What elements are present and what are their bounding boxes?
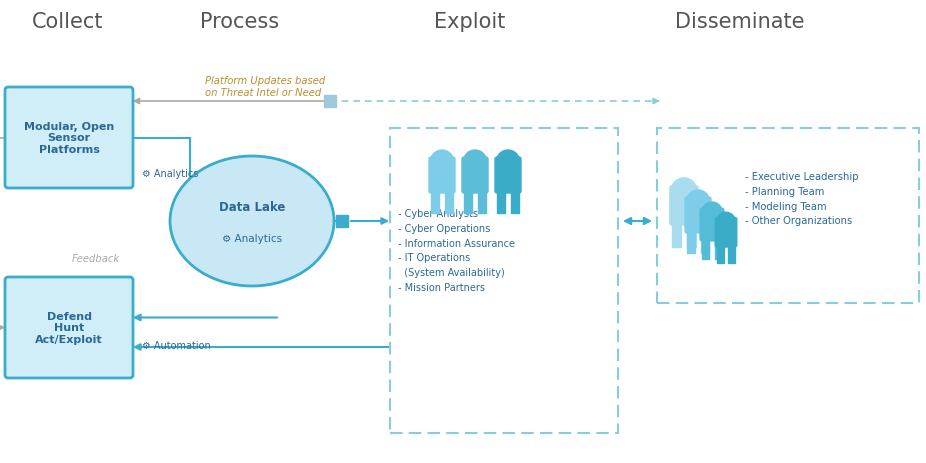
Ellipse shape xyxy=(170,156,334,287)
Text: - Executive Leadership
- Planning Team
- Modeling Team
- Other Organizations: - Executive Leadership - Planning Team -… xyxy=(745,172,858,226)
Text: Feedback: Feedback xyxy=(72,253,120,263)
Text: Platform Updates based
on Threat Intel or Need: Platform Updates based on Threat Intel o… xyxy=(205,76,325,97)
FancyBboxPatch shape xyxy=(429,158,455,194)
Bar xyxy=(687,232,695,253)
FancyBboxPatch shape xyxy=(669,187,698,225)
Bar xyxy=(702,239,709,259)
Circle shape xyxy=(717,213,735,231)
Bar xyxy=(324,96,336,108)
Text: Exploit: Exploit xyxy=(434,12,506,32)
Bar xyxy=(715,239,722,259)
Text: Defend
Hunt
Act/Exploit: Defend Hunt Act/Exploit xyxy=(35,311,103,344)
FancyBboxPatch shape xyxy=(5,277,133,378)
Text: Modular, Open
Sensor
Platforms: Modular, Open Sensor Platforms xyxy=(24,122,114,155)
Circle shape xyxy=(702,203,722,223)
Bar xyxy=(431,192,439,213)
Text: Collect: Collect xyxy=(32,12,104,32)
Circle shape xyxy=(496,150,519,174)
Text: - Cyber Analysts
- Cyber Operations
- Information Assurance
- IT Operations
  (S: - Cyber Analysts - Cyber Operations - In… xyxy=(398,208,515,292)
Text: Disseminate: Disseminate xyxy=(675,12,805,32)
Bar xyxy=(687,224,696,248)
Bar xyxy=(497,192,505,213)
Text: ⚙ Automation: ⚙ Automation xyxy=(142,340,211,350)
Bar xyxy=(657,129,919,303)
FancyBboxPatch shape xyxy=(685,198,711,233)
Text: ⚙ Analytics: ⚙ Analytics xyxy=(142,169,198,179)
Bar xyxy=(511,192,519,213)
Bar xyxy=(729,245,735,263)
Circle shape xyxy=(671,179,696,204)
Bar xyxy=(701,232,709,253)
Circle shape xyxy=(464,150,486,174)
FancyBboxPatch shape xyxy=(462,158,488,194)
Bar xyxy=(672,224,681,248)
Bar xyxy=(478,192,486,213)
Text: ⚙ Analytics: ⚙ Analytics xyxy=(222,233,282,244)
Circle shape xyxy=(686,191,709,213)
FancyBboxPatch shape xyxy=(715,218,737,247)
FancyBboxPatch shape xyxy=(495,158,521,194)
Bar xyxy=(718,245,723,263)
Bar xyxy=(390,129,618,433)
Bar xyxy=(445,192,453,213)
Bar xyxy=(336,216,348,227)
Bar xyxy=(464,192,472,213)
FancyBboxPatch shape xyxy=(700,209,724,242)
Text: Data Lake: Data Lake xyxy=(219,201,285,214)
Text: Process: Process xyxy=(200,12,280,32)
Circle shape xyxy=(431,150,454,174)
FancyBboxPatch shape xyxy=(5,88,133,188)
